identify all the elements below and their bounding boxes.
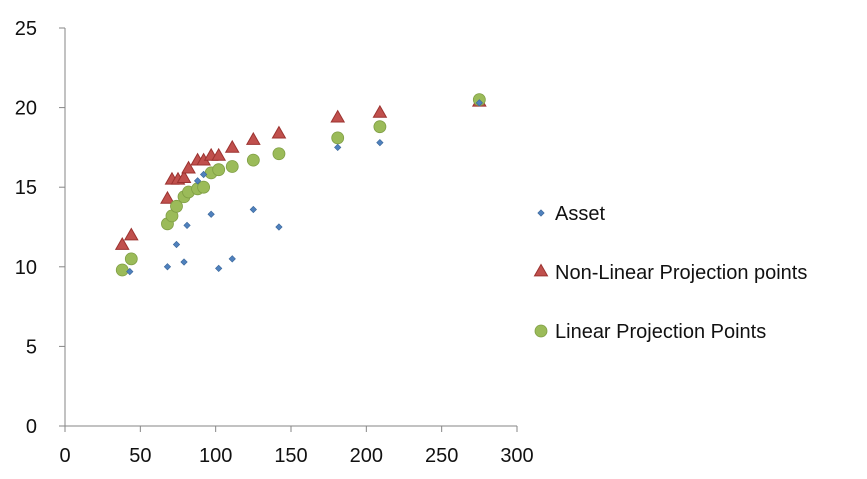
data-point bbox=[245, 131, 261, 145]
series-2 bbox=[115, 93, 486, 277]
data-point bbox=[249, 205, 257, 214]
data-point bbox=[193, 177, 202, 185]
data-point bbox=[170, 199, 183, 213]
data-point bbox=[181, 160, 196, 174]
x-tick-label: 300 bbox=[500, 445, 533, 467]
x-tick-label: 250 bbox=[425, 445, 458, 467]
data-point bbox=[475, 99, 483, 107]
data-point bbox=[275, 223, 283, 231]
y-tick-label: 10 bbox=[15, 257, 37, 279]
series-0 bbox=[126, 99, 483, 276]
data-point bbox=[376, 138, 384, 147]
data-point bbox=[215, 264, 223, 273]
data-point bbox=[271, 125, 287, 139]
x-tick-label: 50 bbox=[129, 445, 151, 467]
data-point bbox=[123, 227, 139, 241]
legend: Asset Non-Linear Projection points Linear … bbox=[533, 203, 807, 343]
data-point bbox=[180, 258, 188, 266]
data-point bbox=[199, 170, 208, 179]
data-point bbox=[163, 263, 172, 271]
data-point bbox=[224, 139, 240, 153]
data-point bbox=[207, 210, 215, 218]
y-tick-label: 20 bbox=[15, 98, 37, 120]
y-tick-label: 25 bbox=[15, 18, 37, 40]
data-point bbox=[225, 160, 239, 173]
data-point bbox=[372, 104, 388, 118]
data-point bbox=[212, 163, 226, 177]
data-point bbox=[334, 143, 342, 152]
data-point bbox=[331, 131, 345, 145]
y-tick-label: 15 bbox=[15, 177, 37, 199]
data-point bbox=[272, 147, 286, 161]
legend-marker bbox=[534, 324, 548, 338]
data-point bbox=[197, 180, 211, 194]
x-tick-label: 150 bbox=[274, 445, 307, 467]
legend-marker bbox=[537, 209, 545, 217]
x-tick-label: 200 bbox=[350, 445, 383, 467]
data-point bbox=[246, 153, 260, 167]
data-point bbox=[176, 170, 192, 184]
legend-marker bbox=[533, 263, 549, 277]
y-tick-label: 5 bbox=[26, 336, 37, 358]
data-point bbox=[330, 109, 346, 123]
x-tick-label: 100 bbox=[199, 445, 232, 467]
data-point bbox=[172, 240, 181, 249]
data-point bbox=[373, 120, 387, 134]
data-point bbox=[183, 221, 191, 230]
legend-label: Non-Linear Projection points bbox=[555, 262, 807, 284]
data-point bbox=[115, 263, 129, 277]
data-point bbox=[228, 255, 236, 263]
data-point bbox=[126, 267, 134, 276]
legend-label: Linear Projection Points bbox=[555, 321, 766, 343]
y-tick-label: 0 bbox=[26, 416, 37, 438]
data-point bbox=[211, 147, 227, 161]
data-point bbox=[114, 237, 130, 250]
series-1 bbox=[114, 93, 487, 250]
data-point bbox=[160, 190, 175, 204]
data-point bbox=[124, 252, 138, 266]
plot-area bbox=[114, 93, 487, 277]
legend-label: Asset bbox=[555, 203, 605, 225]
x-tick-label: 0 bbox=[59, 445, 70, 467]
